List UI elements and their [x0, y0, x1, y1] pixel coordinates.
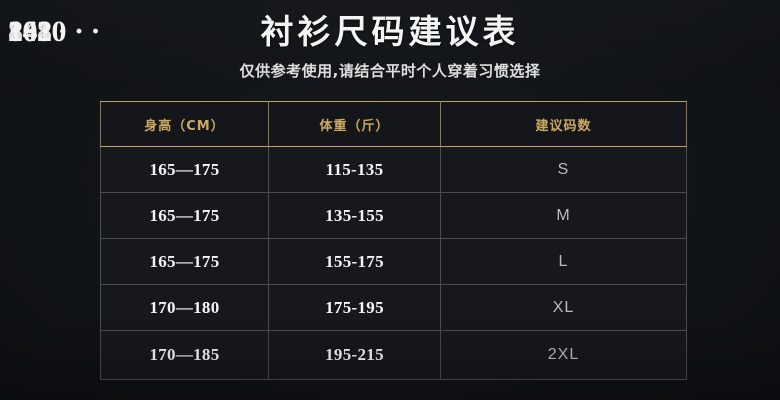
cell-weight: 195-215 [268, 330, 441, 380]
table-header: 身高（CM） 体重（斤） 建议码数 [100, 101, 687, 147]
page-title: 衬衫尺码建议表 [260, 12, 520, 51]
cell-weight: 115-135 [268, 146, 441, 193]
cell-height: 170—185 [100, 330, 269, 380]
cell-size: L [440, 238, 687, 285]
cell-height: 165—175 [100, 192, 269, 239]
cell-size: XL [440, 284, 687, 331]
table-row: 165—175 115-135 S [100, 146, 687, 193]
watermark-overlay: · · · · · · 1020 201 168 84 [8, 15, 188, 55]
cell-weight: 175-195 [268, 284, 441, 331]
cell-size: S [440, 146, 687, 193]
column-header-size: 建议码数 [440, 101, 687, 147]
column-header-height: 身高（CM） [100, 101, 269, 147]
watermark-layer-1: 1020 [8, 15, 67, 48]
column-header-weight: 体重（斤） [268, 101, 441, 147]
cell-size: M [440, 192, 687, 239]
size-table: 身高（CM） 体重（斤） 建议码数 165—175 115-135 S 165—… [100, 101, 687, 380]
table-row: 165—175 135-155 M [100, 192, 687, 239]
cell-height: 165—175 [100, 146, 269, 193]
table-row: 170—185 195-215 2XL [100, 330, 687, 380]
watermark-layer-4: 84 [8, 15, 38, 48]
watermark-layer-2: 201 [8, 15, 52, 48]
cell-size: 2XL [440, 330, 687, 380]
page-subtitle: 仅供参考使用,请结合平时个人穿着习惯选择 [239, 62, 541, 80]
watermark-layer-3: 168 [8, 15, 52, 48]
cell-height: 170—180 [100, 284, 269, 331]
table-header-row: 身高（CM） 体重（斤） 建议码数 [100, 101, 687, 147]
table-body: 165—175 115-135 S 165—175 135-155 M 165—… [100, 146, 687, 380]
table-row: 165—175 155-175 L [100, 238, 687, 285]
cell-weight: 135-155 [268, 192, 441, 239]
cell-height: 165—175 [100, 238, 269, 285]
table-row: 170—180 175-195 XL [100, 284, 687, 331]
watermark-ghost-text: · · · · · · [8, 15, 101, 48]
cell-weight: 155-175 [268, 238, 441, 285]
size-table-container: 身高（CM） 体重（斤） 建议码数 165—175 115-135 S 165—… [100, 101, 687, 380]
